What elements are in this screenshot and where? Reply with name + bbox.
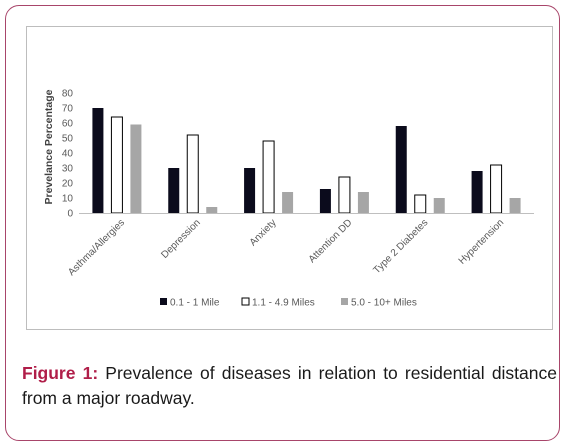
bar-2 [262,140,275,214]
bar-3 [357,192,369,213]
bar-chart: Prevelance Percentage 01020304050607080 … [43,89,534,309]
bar-3 [206,207,218,213]
bar-1 [168,168,180,213]
legend-label: 5.0 - 10+ Miles [351,298,417,309]
legend-label: 1.1 - 4.9 Miles [252,298,315,309]
bar-3 [282,192,294,213]
bar-1 [471,171,483,213]
chart-container: Prevelance Percentage 0 10 20 30 40 50 60 70 80 … [26,26,553,330]
y-tick-label: 50 [62,134,74,145]
legend: 0.1 - 1 Mile 1.1 - 4.9 Miles 5.0 - 10+ Mil… [160,297,417,309]
bar-1 [92,108,104,213]
x-tick-label: Anxiety [248,217,279,248]
y-tick-label: 70 [62,104,74,115]
y-axis-title: Prevelance Percentage [43,89,55,204]
y-tick-label: 80 [62,89,74,100]
y-tick-label: 10 [62,194,74,205]
legend-swatch [160,298,167,305]
bar-1 [395,126,407,213]
bar-3 [130,124,142,213]
y-axis-title-group: Prevelance Percentage [43,89,55,204]
bar-2 [338,176,351,214]
y-tick-label: 60 [62,119,74,130]
x-axis-labels: Asthma/Allergies Depression Anxiety Attenti… [66,217,506,278]
figure-caption: Figure 1: Prevalence of diseases in rela… [22,361,557,411]
legend-label: 0.1 - 1 Mile [170,298,220,309]
x-tick-label: Hypertension [457,217,506,266]
legend-swatch [341,298,348,305]
bar-1 [244,168,256,213]
bars-group [92,108,521,214]
caption-text: Prevalence of diseases in relation to re… [22,363,557,408]
x-tick-label: Type 2 Diabetes [371,217,430,276]
y-tick-label: 30 [62,164,74,175]
bar-2 [110,116,123,214]
bar-2 [186,134,199,214]
x-tick-label: Attention DD [307,217,355,265]
bar-2 [414,194,427,214]
x-tick-label: Asthma/Allergies [66,217,127,278]
bar-3 [509,198,521,213]
y-tick-label: 40 [62,149,74,160]
figure-frame: Prevelance Percentage 0 10 20 30 40 50 60 70 80 … [5,5,560,441]
bar-2 [490,164,503,214]
caption-label: Figure 1: [22,363,99,383]
x-tick-label: Depression [159,217,203,261]
legend-swatch [241,297,250,306]
y-tick-label: 20 [62,179,74,190]
bar-1 [319,189,331,213]
y-axis-ticks: 0 10 20 30 40 50 60 70 80 [62,89,74,220]
y-tick-label: 0 [67,209,73,220]
bar-3 [433,198,445,213]
